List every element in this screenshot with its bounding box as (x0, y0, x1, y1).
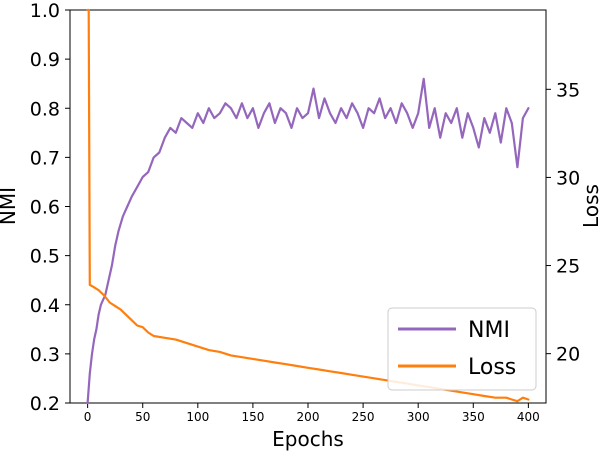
series-line-nmi (86, 77, 530, 405)
y-left-tick-label: 0.3 (30, 344, 60, 366)
x-axis: 0 50 100 150 200 250 300 350 400 (84, 403, 540, 424)
x-tick-label: 50 (135, 410, 150, 424)
y-right-axis: 20 25 30 35 (546, 79, 580, 366)
y-left-tick-label: 0.9 (30, 49, 60, 71)
legend: NMI Loss (387, 307, 537, 391)
y-right-tick-label: 30 (556, 167, 580, 189)
y-left-tick-label: 1.0 (30, 0, 60, 22)
x-tick-label: 250 (352, 410, 375, 424)
x-tick-label: 200 (297, 410, 320, 424)
x-tick-label: 300 (407, 410, 430, 424)
x-axis-title: Epochs (272, 427, 344, 451)
x-tick-label: 0 (84, 410, 92, 424)
y-left-axis: 0.2 0.3 0.4 0.5 0.6 0.7 0.8 0.9 1.0 (30, 0, 70, 415)
y-right-axis-title: Loss (579, 184, 603, 228)
y-right-tick-label: 25 (556, 256, 580, 278)
y-left-tick-label: 0.6 (30, 197, 60, 219)
x-tick-label: 350 (462, 410, 485, 424)
y-left-tick-label: 0.2 (30, 393, 60, 415)
legend-label-nmi: NMI (468, 318, 510, 343)
y-left-tick-label: 0.5 (30, 246, 60, 268)
x-tick-label: 150 (241, 410, 264, 424)
y-left-tick-label: 0.7 (30, 147, 60, 169)
legend-label-loss: Loss (468, 355, 516, 380)
series-line-loss (86, 8, 530, 403)
y-left-axis-title: NMI (0, 187, 20, 225)
x-tick-label: 100 (186, 410, 209, 424)
x-tick-label: 400 (517, 410, 540, 424)
y-left-tick-label: 0.4 (30, 295, 60, 317)
y-right-tick-label: 35 (556, 79, 580, 101)
y-left-tick-label: 0.8 (30, 98, 60, 120)
y-right-tick-label: 20 (556, 344, 580, 366)
series-layer (86, 8, 530, 405)
